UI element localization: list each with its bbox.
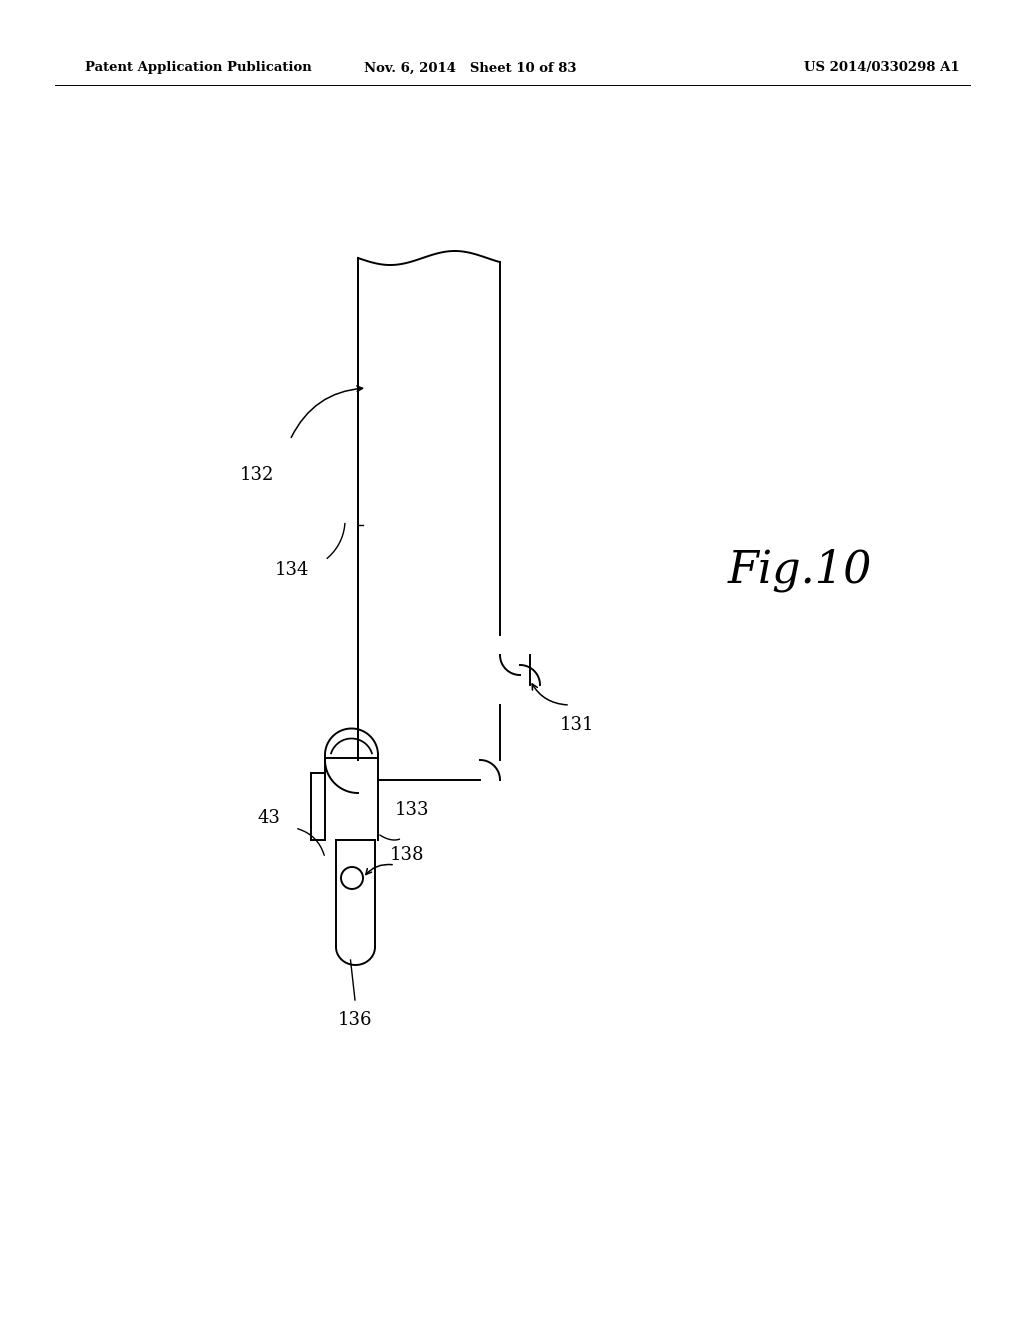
Text: Nov. 6, 2014   Sheet 10 of 83: Nov. 6, 2014 Sheet 10 of 83 [364, 62, 577, 74]
Text: 134: 134 [275, 561, 309, 579]
Text: 131: 131 [560, 715, 595, 734]
Text: 133: 133 [395, 801, 429, 818]
Text: 138: 138 [390, 846, 425, 865]
Text: Patent Application Publication: Patent Application Publication [85, 62, 311, 74]
Text: 132: 132 [240, 466, 274, 484]
Text: 136: 136 [338, 1011, 373, 1030]
Text: US 2014/0330298 A1: US 2014/0330298 A1 [805, 62, 961, 74]
Text: 43: 43 [258, 809, 281, 828]
Text: Fig.10: Fig.10 [728, 548, 872, 591]
